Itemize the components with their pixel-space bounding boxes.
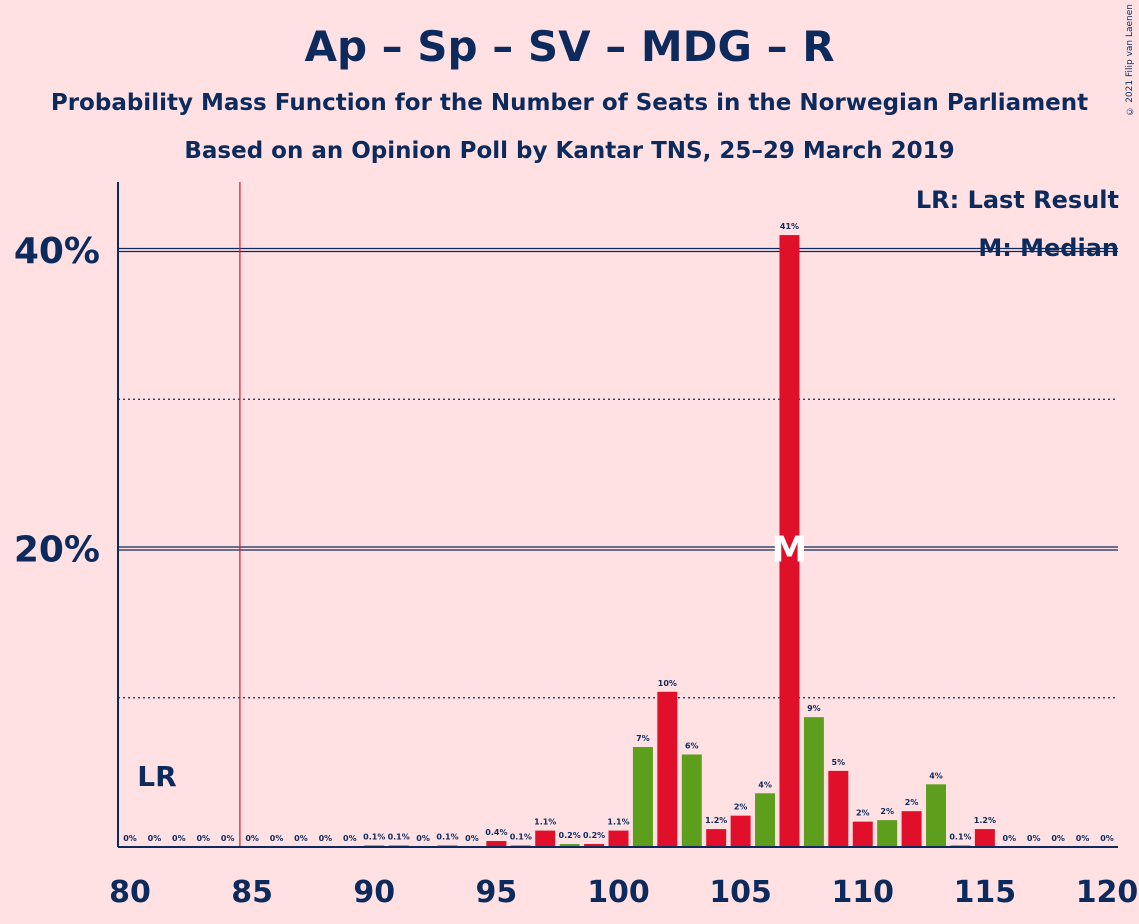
bar-label-96: 0.1% — [510, 833, 532, 842]
x-tick-label: 90 — [353, 875, 395, 910]
x-tick-label: 115 — [954, 875, 1017, 910]
x-tick-label: 80 — [109, 875, 151, 910]
bar-seat-103 — [681, 754, 702, 847]
chart-subtitle-source: Based on an Opinion Poll by Kantar TNS, … — [184, 138, 955, 164]
bar-label-102: 10% — [658, 679, 677, 688]
bar-label-80: 0% — [123, 834, 137, 843]
bar-label-113: 4% — [929, 771, 943, 780]
bar-seat-109 — [828, 770, 849, 847]
x-tick-label: 105 — [709, 875, 772, 910]
bar-seat-107 — [779, 235, 800, 847]
bar-seat-100 — [608, 830, 629, 847]
legend-median: M: Median — [978, 234, 1119, 262]
bar-label-115: 1.2% — [974, 816, 996, 825]
bar-label-117: 0% — [1027, 834, 1041, 843]
bar-seat-105 — [730, 815, 751, 847]
bar-label-99: 0.2% — [583, 831, 605, 840]
bar-label-90: 0.1% — [363, 833, 385, 842]
bar-seat-99 — [584, 844, 605, 847]
bar-seat-104 — [706, 829, 727, 847]
y-tick-label: 40% — [14, 231, 100, 272]
bar-seat-113 — [926, 784, 947, 847]
x-tick-label: 120 — [1076, 875, 1139, 910]
bar-label-108: 9% — [807, 704, 821, 713]
bar-seat-97 — [535, 830, 556, 847]
bar-label-85: 0% — [245, 834, 259, 843]
bar-seat-111 — [877, 820, 898, 847]
bar-seat-112 — [901, 811, 922, 847]
median-marker: M — [772, 530, 808, 571]
bar-label-114: 0.1% — [949, 833, 971, 842]
bar-label-84: 0% — [221, 834, 235, 843]
legend-last-result: LR: Last Result — [915, 186, 1119, 214]
bar-label-110: 2% — [856, 809, 870, 818]
chart-subtitle: Probability Mass Function for the Number… — [50, 90, 1089, 116]
bar-label-86: 0% — [270, 834, 284, 843]
bar-label-118: 0% — [1051, 834, 1065, 843]
bar-label-119: 0% — [1076, 834, 1090, 843]
bar-label-95: 0.4% — [485, 828, 507, 837]
y-tick-label: 20% — [14, 530, 100, 571]
bar-label-111: 2% — [880, 807, 894, 816]
bar-label-104: 1.2% — [705, 816, 727, 825]
bar-label-81: 0% — [148, 834, 162, 843]
bar-label-116: 0% — [1003, 834, 1017, 843]
bar-label-105: 2% — [734, 803, 748, 812]
bar-label-98: 0.2% — [559, 831, 581, 840]
chart-title: Ap – Sp – SV – MDG – R — [304, 22, 835, 71]
last-result-label: LR — [137, 760, 176, 793]
bar-seat-115 — [974, 829, 995, 847]
bar-label-97: 1.1% — [534, 818, 556, 827]
bar-label-120: 0% — [1100, 834, 1114, 843]
bar-label-93: 0.1% — [436, 833, 458, 842]
bar-label-92: 0% — [416, 834, 430, 843]
bar-label-112: 2% — [905, 798, 919, 807]
bar-label-103: 6% — [685, 741, 699, 750]
x-tick-label: 110 — [831, 875, 894, 910]
bar-label-83: 0% — [196, 834, 210, 843]
bar-label-91: 0.1% — [388, 833, 410, 842]
bar-label-94: 0% — [465, 834, 479, 843]
x-tick-label: 85 — [231, 875, 273, 910]
bar-label-88: 0% — [319, 834, 333, 843]
x-tick-label: 95 — [476, 875, 518, 910]
bar-seat-110 — [852, 821, 873, 847]
bar-seat-98 — [559, 844, 580, 847]
x-tick-label: 100 — [587, 875, 650, 910]
bar-label-100: 1.1% — [607, 818, 629, 827]
bar-label-109: 5% — [832, 758, 846, 767]
bar-label-107: 41% — [780, 222, 799, 231]
bar-label-106: 4% — [758, 780, 772, 789]
bar-label-89: 0% — [343, 834, 357, 843]
bar-label-87: 0% — [294, 834, 308, 843]
bar-seat-108 — [803, 717, 824, 847]
bar-seat-106 — [755, 793, 776, 847]
bar-seat-102 — [657, 691, 678, 847]
bar-seat-95 — [486, 841, 507, 847]
bar-label-82: 0% — [172, 834, 186, 843]
bar-seat-101 — [632, 747, 653, 847]
bar-label-101: 7% — [636, 734, 650, 743]
